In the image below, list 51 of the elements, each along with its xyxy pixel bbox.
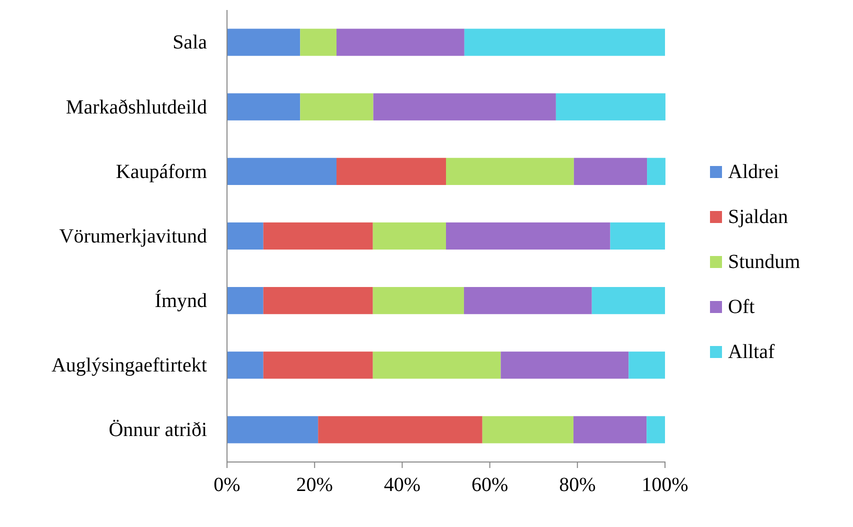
bar [263,287,373,314]
bar [227,28,300,56]
bar [372,287,464,314]
y-tick-label: Kaupáform [116,160,208,183]
bar [227,287,264,314]
x-tick-label: 100% [642,474,688,496]
x-tick-label: 20% [296,474,333,496]
legend-label: Aldrei [728,161,780,183]
bar [300,93,374,120]
bar [227,222,264,250]
y-tick-label: Vörumerkjavitund [59,225,207,248]
bar [592,287,665,314]
y-tick-label: Auglýsingaeftirtekt [51,354,208,377]
bar [336,28,464,56]
bar [628,352,665,379]
bar [263,222,373,250]
bar [446,158,574,185]
bar [227,352,264,379]
bar [464,287,592,314]
y-tick-label: Markaðshlutdeild [66,96,207,118]
bar [227,416,318,444]
bar [556,93,666,120]
bar [574,158,648,185]
bar [446,222,610,250]
bar [482,416,574,444]
legend-label: Stundum [728,251,801,273]
bar [500,352,629,379]
x-tick-label: 0% [214,474,240,496]
bar [263,352,373,379]
y-tick-label: Ímynd [154,288,207,312]
legend-label: Sjaldan [728,206,788,228]
bar [573,416,647,444]
x-tick-label: 80% [559,474,596,496]
y-tick-label: Önnur atriði [108,419,208,442]
bar [336,158,446,185]
bar [610,222,665,250]
bar [227,93,300,120]
bar [646,416,665,444]
y-tick-label: Sala [172,32,208,54]
bar [647,158,666,185]
bar [372,222,446,250]
bar [227,158,336,185]
legend-label: Oft [728,296,756,318]
x-tick-label: 60% [471,474,508,496]
bar [372,352,501,379]
bar [300,28,336,56]
bar [318,416,482,444]
bar [373,93,556,120]
legend-label: Alltaf [728,341,775,363]
x-tick-label: 40% [384,474,421,496]
bar [464,28,665,56]
